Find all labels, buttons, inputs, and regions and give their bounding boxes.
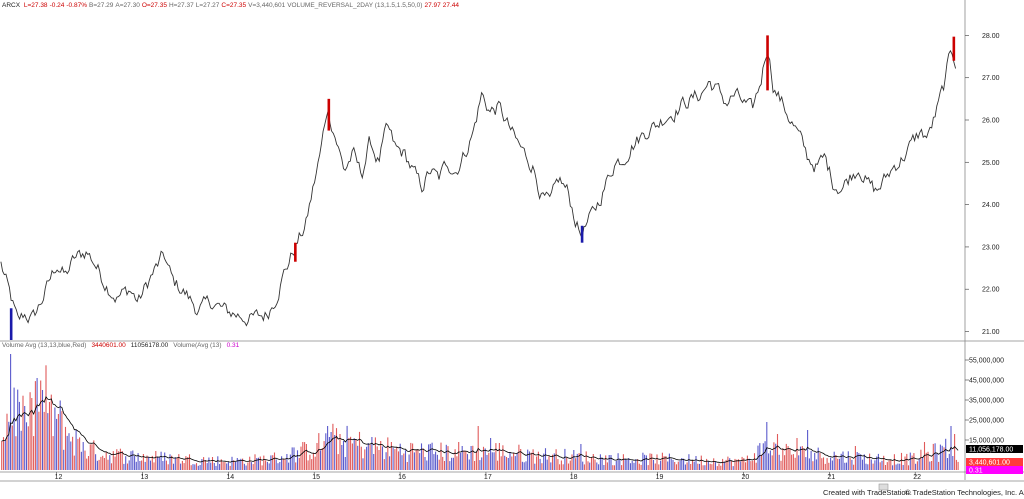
- footer-created: Created with TradeStation.: [823, 488, 912, 497]
- xtick-label: 18: [570, 474, 578, 481]
- header-quote-item: O=27.35: [142, 2, 168, 9]
- volume-indicator-header: Volume Avg (13,13,blue,Red) 3440601.00 110…: [2, 342, 240, 349]
- volume-ytick-label: 15,000,000: [969, 438, 1004, 445]
- xtick-label: 12: [55, 474, 63, 481]
- xtick-label: 17: [484, 474, 492, 481]
- header-symbol: ARCX: [2, 2, 22, 9]
- header-quote-item: VOLUME_REVERSAL_2DAY (13,1.5,1.5,50,0): [287, 2, 422, 9]
- header-quote-item: L=27.27: [196, 2, 220, 9]
- price-ytick-label: 27.00: [982, 75, 1000, 82]
- header-quote-item: L=27.38: [24, 2, 48, 9]
- value-marker-label: 3,440,601.00: [969, 460, 1010, 467]
- header-quote-item: C=27.35: [221, 2, 246, 9]
- price-ytick-label: 21.00: [982, 329, 1000, 336]
- xtick-label: 16: [398, 474, 406, 481]
- xtick-label: 19: [656, 474, 664, 481]
- symbol-quote-header: ARCX L=27.38 -0.24 -0.87% B=27.29 A=27.30 O=2…: [2, 2, 459, 9]
- volume-header-item: 0.31: [227, 342, 240, 349]
- xtick-label: 15: [312, 474, 320, 481]
- value-marker-label: 0.31: [969, 468, 983, 475]
- header-quote-item: -0.24: [50, 2, 65, 9]
- value-marker-bg: [966, 445, 1023, 453]
- price-panel: [0, 35, 957, 340]
- footer-copyright: © TradeStation Technologies, Inc. All ri…: [905, 488, 1024, 497]
- volume-header-item: 3440601.00: [91, 342, 126, 349]
- xtick-label: 13: [141, 474, 149, 481]
- volume-average-line: [1, 395, 959, 464]
- volume-ytick-label: 45,000,000: [969, 378, 1004, 385]
- xtick-label: 20: [741, 474, 749, 481]
- volume-header-item: Volume Avg (13,13,blue,Red): [2, 342, 86, 349]
- price-ytick-label: 23.00: [982, 244, 1000, 251]
- header-quote-item: V=3,440,601: [248, 2, 285, 9]
- header-quote-item: 27.44: [443, 2, 460, 9]
- volume-ytick-label: 55,000,000: [969, 358, 1004, 365]
- xtick-label: 22: [913, 474, 921, 481]
- price-ytick-label: 25.00: [982, 160, 1000, 167]
- price-ytick-label: 26.00: [982, 118, 1000, 125]
- value-marker-bg: [966, 458, 1023, 466]
- volume-ytick-label: 25,000,000: [969, 418, 1004, 425]
- price-ytick-label: 24.00: [982, 202, 1000, 209]
- scrollbar-thumb[interactable]: [878, 483, 889, 491]
- header-quote-item: B=27.29: [89, 2, 114, 9]
- price-ytick-label: 22.00: [982, 287, 1000, 294]
- price-ytick-label: 28.00: [982, 33, 1000, 40]
- axes: 21.00 22.00 23.00 24.00 25.00 26.00 27.00 28.00…: [0, 0, 1024, 482]
- xtick-label: 21: [827, 474, 835, 481]
- volume-panel: [1, 354, 959, 470]
- volume-header-item: Volume(Avg (13): [173, 342, 221, 349]
- price-line: [0, 49, 957, 327]
- header-quote-item: H=27.37: [169, 2, 194, 9]
- header-quote-item: A=27.30: [115, 2, 140, 9]
- volume-ytick-label: 35,000,000: [969, 398, 1004, 405]
- value-marker-label: 11,056,178.00: [969, 447, 1013, 454]
- volume-header-item: 11056178.00: [131, 342, 169, 349]
- value-marker-bg: [966, 466, 1023, 474]
- header-quote-item: -0.87%: [66, 2, 87, 9]
- header-quote-item: 27.97: [424, 2, 441, 9]
- xtick-label: 14: [226, 474, 234, 481]
